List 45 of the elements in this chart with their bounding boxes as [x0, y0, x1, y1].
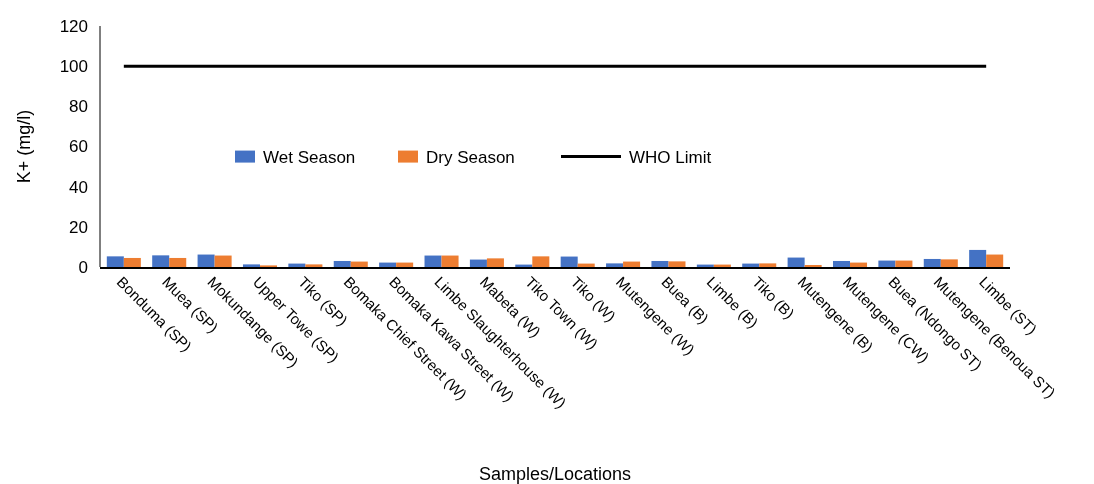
bar [169, 257, 187, 267]
legend-label: WHO Limit [629, 147, 712, 167]
bar [486, 258, 504, 267]
y-tick-label: 80 [69, 97, 88, 117]
bar [396, 262, 414, 267]
bar [787, 257, 805, 267]
bar [441, 255, 459, 267]
bar [759, 263, 777, 267]
y-tick-label: 100 [59, 57, 88, 77]
bar [305, 264, 323, 267]
bar [895, 260, 913, 267]
bar [923, 258, 941, 267]
bar [379, 262, 397, 267]
bar [986, 254, 1004, 267]
bar [623, 261, 641, 267]
bar [424, 255, 442, 267]
bar [214, 255, 232, 267]
bar [878, 260, 896, 267]
bar [242, 264, 260, 267]
y-tick-label: 60 [69, 137, 88, 157]
bar [197, 254, 215, 267]
bar [804, 264, 822, 267]
bar [532, 256, 550, 267]
bar [832, 260, 851, 267]
bar [333, 260, 351, 267]
bar [350, 261, 368, 267]
legend-label: Dry Season [426, 147, 515, 167]
y-tick-label: 40 [69, 177, 88, 197]
bar [152, 255, 170, 267]
bar [668, 261, 686, 267]
bar [106, 256, 124, 267]
bar [560, 256, 578, 267]
bar [123, 257, 141, 267]
bar [850, 262, 868, 267]
y-axis-title: K+ (mg/l) [14, 109, 34, 184]
x-axis-title: Samples/Locations [478, 464, 632, 484]
y-tick-label: 0 [78, 257, 88, 277]
y-tick-label: 120 [59, 16, 88, 36]
bar [606, 263, 624, 267]
bar [651, 260, 669, 267]
bar [469, 259, 487, 267]
bar [940, 259, 958, 267]
y-tick-label: 20 [69, 217, 88, 237]
bar [969, 249, 987, 267]
legend-label: Wet Season [263, 147, 356, 167]
